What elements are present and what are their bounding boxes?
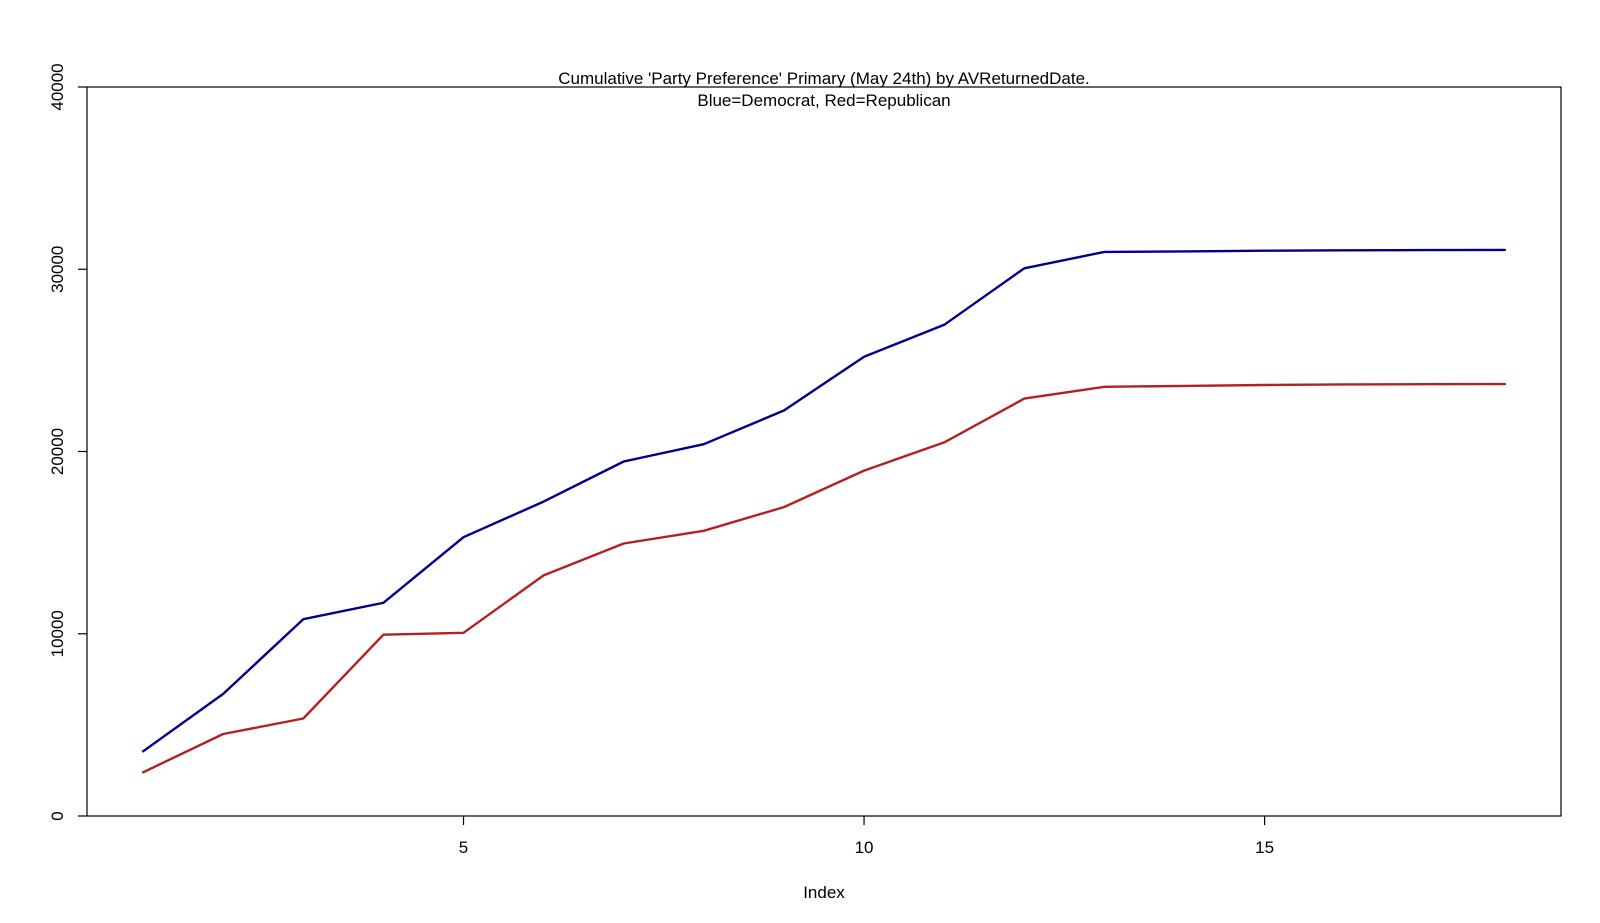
x-axis: 5 10 15 [459, 816, 1274, 857]
x-tick-label: 15 [1255, 838, 1274, 857]
x-axis-label: Index [803, 883, 845, 902]
y-tick-label: 30000 [48, 246, 67, 293]
y-tick-label: 40000 [48, 63, 67, 110]
chart-subtitle: Blue=Democrat, Red=Republican [697, 91, 950, 110]
y-tick-label: 10000 [48, 610, 67, 657]
plot-frame [86, 86, 1562, 817]
x-tick-label: 5 [459, 838, 468, 857]
series-line-republican [141, 382, 1507, 774]
chart-title: Cumulative 'Party Preference' Primary (M… [558, 69, 1090, 88]
y-axis: 0 10000 20000 30000 40000 [48, 63, 87, 821]
series-lines [141, 248, 1507, 774]
series-line-democrat [141, 248, 1507, 753]
x-tick-label: 10 [855, 838, 874, 857]
y-tick-label: 20000 [48, 428, 67, 475]
y-tick-label: 0 [48, 811, 67, 820]
